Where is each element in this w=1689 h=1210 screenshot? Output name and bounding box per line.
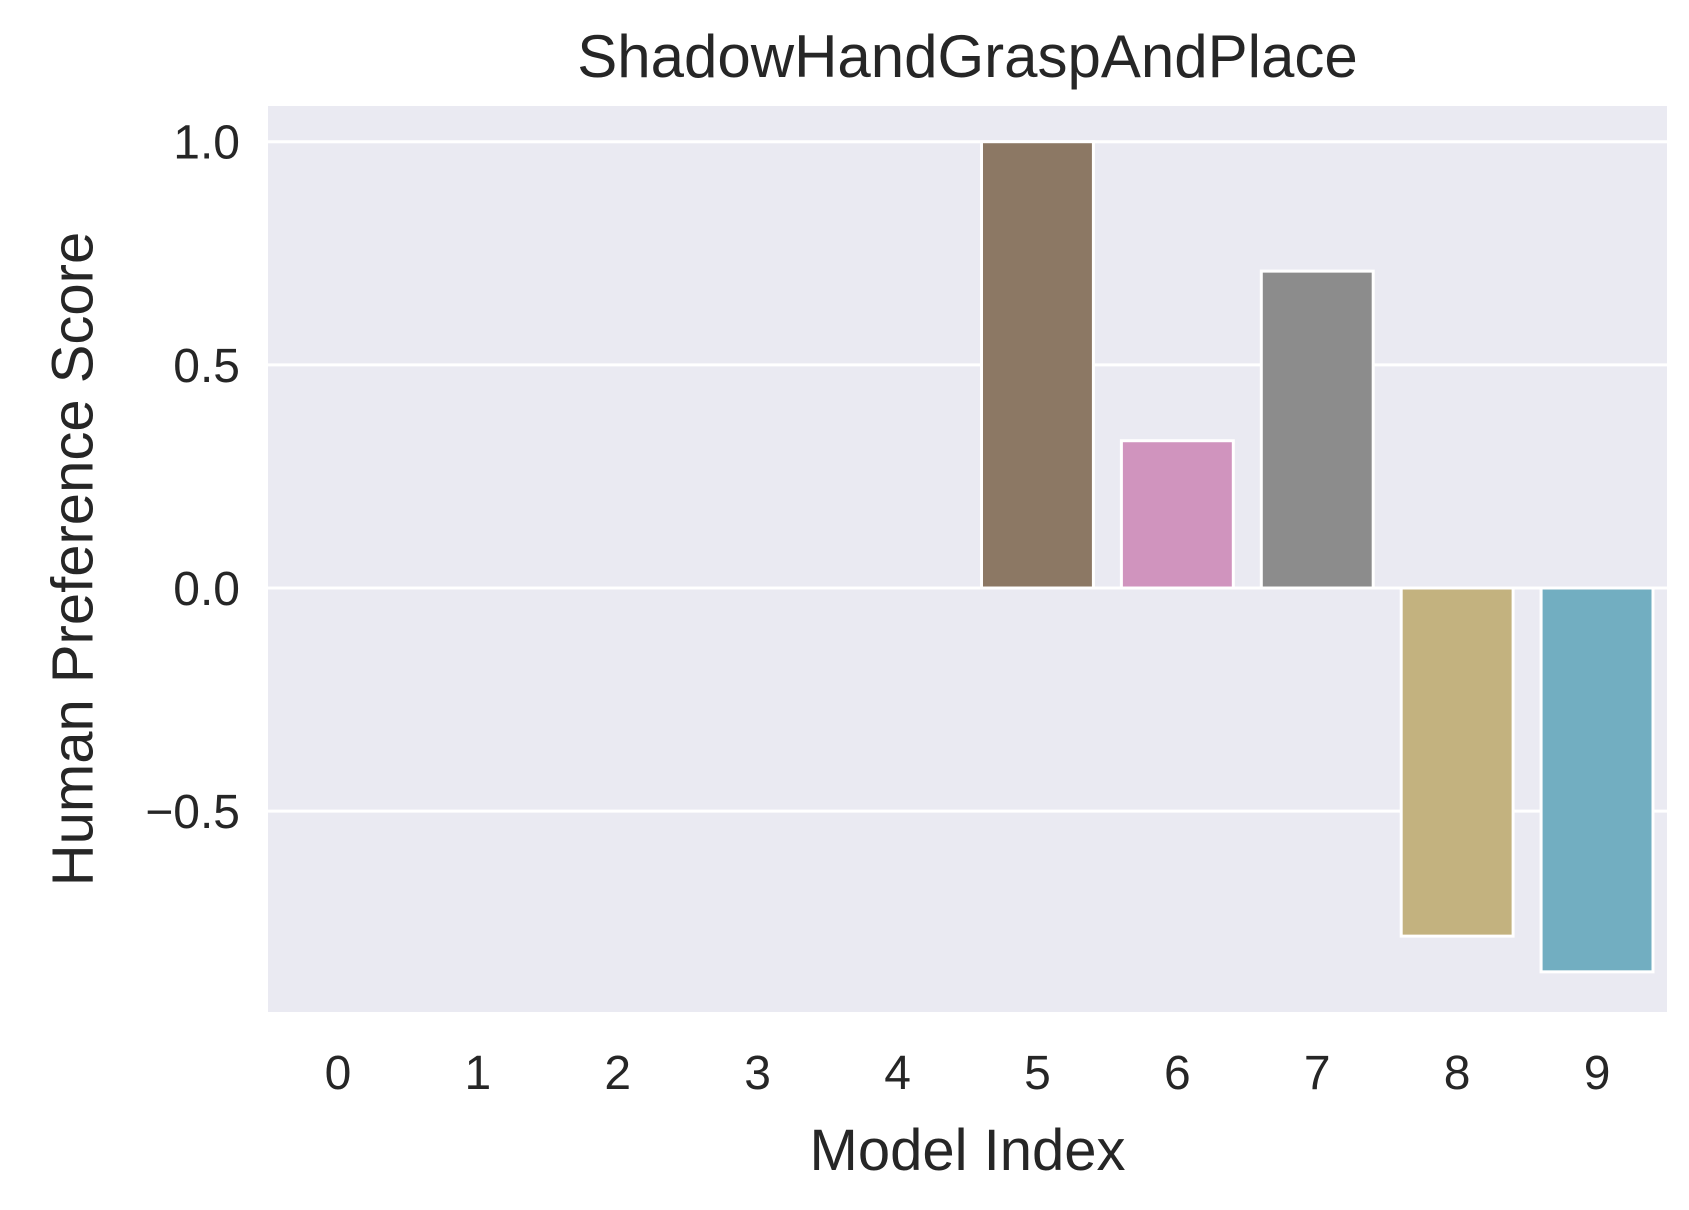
x-tick-label: 8 bbox=[1444, 1047, 1471, 1100]
x-tick-label: 4 bbox=[884, 1047, 911, 1100]
x-tick-labels: 0 1 2 3 4 5 6 7 8 9 bbox=[325, 1047, 1611, 1100]
x-tick-label: 7 bbox=[1304, 1047, 1331, 1100]
y-tick-label: 0.5 bbox=[173, 340, 240, 393]
y-tick-label: 1.0 bbox=[173, 117, 240, 170]
bar-model-7 bbox=[1259, 269, 1375, 590]
x-tick-label: 0 bbox=[325, 1047, 352, 1100]
bar-model-8 bbox=[1399, 586, 1515, 938]
x-tick-label: 6 bbox=[1164, 1047, 1191, 1100]
x-tick-label: 1 bbox=[464, 1047, 491, 1100]
bar-model-5 bbox=[979, 140, 1095, 590]
y-tick-labels: −0.5 0.0 0.5 1.0 bbox=[145, 117, 240, 839]
x-axis-label: Model Index bbox=[810, 1118, 1126, 1183]
bar-model-6 bbox=[1119, 439, 1235, 590]
bar-model-9 bbox=[1539, 586, 1655, 974]
y-tick-label: −0.5 bbox=[145, 786, 240, 839]
x-tick-label: 5 bbox=[1024, 1047, 1051, 1100]
y-axis-label: Human Preference Score bbox=[40, 232, 105, 886]
bars bbox=[979, 140, 1655, 974]
x-tick-label: 2 bbox=[604, 1047, 631, 1100]
y-tick-label: 0.0 bbox=[173, 563, 240, 616]
chart-title: ShadowHandGraspAndPlace bbox=[577, 23, 1358, 90]
x-tick-label: 9 bbox=[1584, 1047, 1611, 1100]
x-tick-label: 3 bbox=[744, 1047, 771, 1100]
